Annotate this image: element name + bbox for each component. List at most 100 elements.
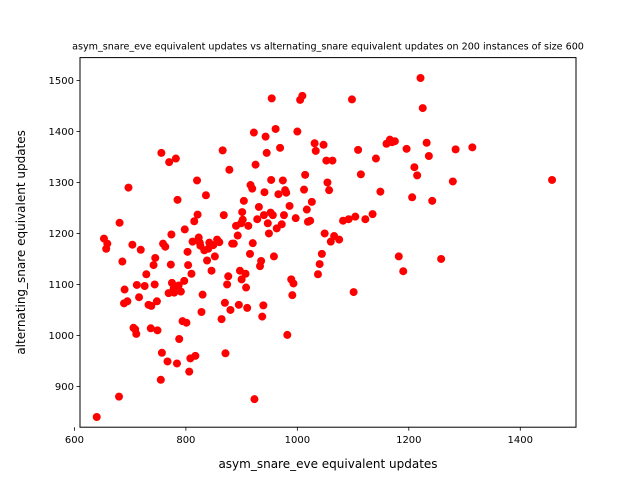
data-point (221, 349, 230, 358)
data-point (263, 219, 272, 228)
data-point (288, 291, 297, 300)
data-point (170, 288, 179, 297)
data-point (188, 237, 197, 246)
data-point (171, 154, 180, 163)
data-point (276, 143, 285, 152)
data-point (166, 260, 175, 269)
y-tick-label: 1000 (49, 331, 74, 342)
data-points (92, 73, 557, 421)
x-tick-label: 1400 (508, 435, 533, 446)
data-point (408, 193, 417, 202)
data-point (172, 359, 181, 368)
data-point (277, 220, 286, 229)
x-tick-label: 1000 (285, 435, 310, 446)
data-point (291, 214, 300, 223)
data-point (132, 280, 141, 289)
data-point (92, 413, 101, 421)
data-point (128, 240, 137, 249)
data-point (203, 256, 212, 265)
data-point (262, 148, 271, 157)
data-point (123, 297, 132, 306)
data-point (207, 266, 216, 275)
data-point (193, 176, 202, 185)
data-point (264, 229, 273, 238)
data-point (310, 139, 319, 148)
data-point (253, 215, 262, 224)
data-point (193, 210, 202, 219)
data-point (418, 104, 427, 113)
data-point (197, 307, 206, 316)
data-point (293, 127, 302, 136)
data-point (151, 253, 160, 262)
data-point (267, 175, 276, 184)
data-point (190, 217, 199, 226)
data-point (259, 301, 268, 310)
data-point (223, 280, 232, 289)
data-point (243, 303, 252, 312)
data-point (424, 151, 433, 160)
data-point (209, 241, 218, 250)
x-tick-label: 1200 (396, 435, 421, 446)
data-point (325, 186, 334, 195)
data-point (356, 170, 365, 179)
data-point (548, 175, 557, 184)
data-point (210, 252, 219, 261)
data-point (217, 315, 226, 324)
data-point (413, 171, 422, 180)
y-axis: 900 1000 1100 1200 1300 1400 1500 (49, 76, 80, 393)
data-point (301, 170, 310, 179)
data-point (351, 212, 360, 221)
data-point (182, 318, 191, 327)
data-point (140, 281, 149, 290)
data-point (118, 257, 127, 266)
y-tick-label: 1300 (49, 178, 74, 189)
data-point (311, 146, 320, 155)
data-point (399, 267, 408, 276)
data-point (156, 375, 165, 384)
data-point (238, 208, 247, 217)
plot-frame (79, 57, 577, 428)
data-point (180, 276, 189, 285)
data-point (410, 163, 419, 172)
data-point (184, 261, 193, 270)
data-point (390, 137, 399, 146)
data-point (258, 312, 267, 321)
data-point (103, 239, 112, 248)
data-point (167, 230, 176, 239)
data-point (437, 254, 446, 263)
data-point (257, 257, 266, 266)
data-point (161, 242, 170, 251)
data-point (248, 239, 257, 248)
data-point (361, 215, 370, 224)
data-point (115, 218, 124, 227)
data-point (224, 272, 233, 281)
data-point (191, 351, 200, 360)
data-point (344, 215, 353, 224)
y-tick-label: 1200 (49, 229, 74, 240)
data-point (282, 188, 291, 197)
data-point (259, 211, 268, 220)
data-point (149, 261, 158, 270)
data-point (173, 195, 182, 204)
data-point (269, 252, 278, 261)
data-point (451, 145, 460, 154)
data-point (157, 348, 166, 357)
data-point (163, 357, 172, 366)
data-point (245, 249, 254, 258)
data-point (242, 283, 251, 292)
y-tick-label: 900 (55, 382, 74, 393)
data-point (335, 235, 344, 244)
data-point (219, 211, 228, 220)
data-point (238, 215, 247, 224)
data-point (165, 158, 174, 167)
data-point (185, 367, 194, 376)
data-point (315, 260, 324, 269)
data-point (260, 188, 269, 197)
data-point (229, 239, 238, 248)
data-point (150, 280, 159, 289)
data-point (198, 290, 207, 299)
data-point (300, 185, 309, 194)
data-point (249, 128, 258, 137)
